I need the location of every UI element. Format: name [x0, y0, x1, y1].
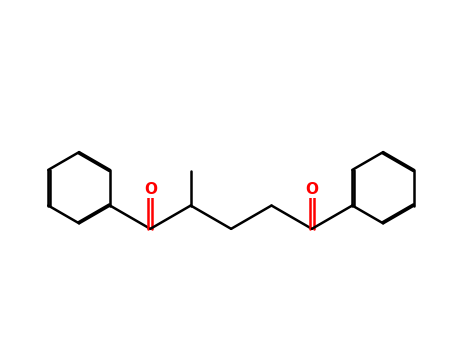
- Text: O: O: [305, 182, 318, 197]
- Text: O: O: [144, 182, 157, 197]
